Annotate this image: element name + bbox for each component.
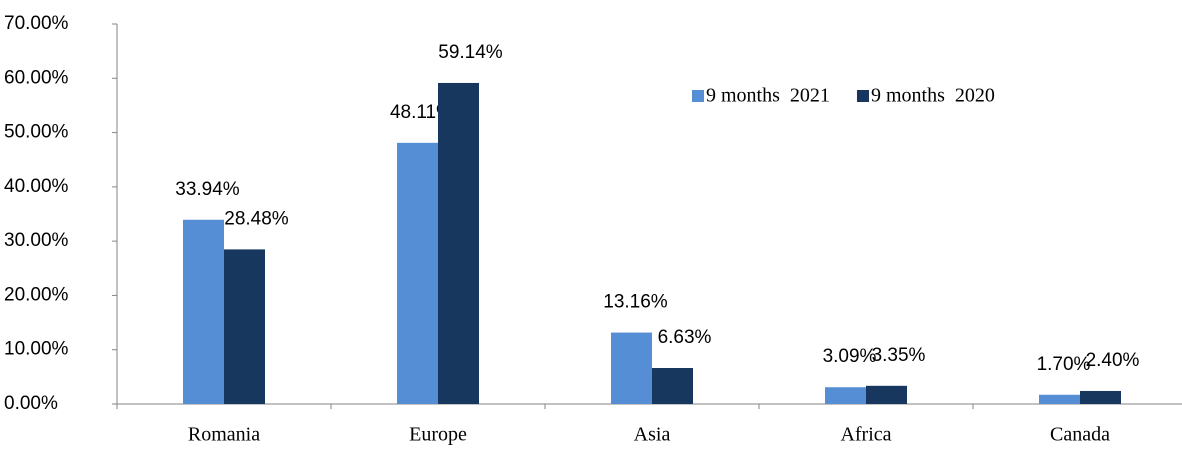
- bar: [397, 142, 438, 404]
- y-tick-label: 0.00%: [4, 393, 58, 414]
- bar: [183, 219, 224, 404]
- y-tick-label: 20.00%: [4, 284, 69, 305]
- legend-swatch: [692, 90, 704, 102]
- data-label: 13.16%: [603, 292, 668, 313]
- data-label: 3.09%: [823, 346, 877, 367]
- data-label: 33.94%: [175, 179, 240, 200]
- data-label: 3.35%: [872, 345, 926, 366]
- data-label: 28.48%: [224, 208, 289, 229]
- x-tick-label: Europe: [409, 424, 467, 446]
- y-tick-label: 50.00%: [4, 122, 69, 143]
- bar: [611, 332, 652, 404]
- x-tick-label: Asia: [634, 424, 671, 446]
- legend-label: 9 months 2021: [706, 85, 830, 107]
- y-tick-label: 30.00%: [4, 230, 69, 251]
- data-label: 59.14%: [438, 42, 503, 63]
- x-tick-label: Romania: [188, 424, 260, 446]
- y-tick-label: 60.00%: [4, 67, 69, 88]
- legend-swatch: [857, 90, 869, 102]
- bar: [1039, 394, 1080, 404]
- x-tick-label: Africa: [840, 424, 891, 446]
- bar: [224, 249, 265, 404]
- bar: [825, 387, 866, 404]
- x-tick-label: Canada: [1050, 424, 1110, 446]
- data-label: 1.70%: [1037, 354, 1091, 375]
- bar: [652, 368, 693, 404]
- y-tick-label: 70.00%: [4, 13, 69, 34]
- data-label: 6.63%: [658, 327, 712, 348]
- y-tick-label: 10.00%: [4, 339, 69, 360]
- data-label: 48.11%: [390, 102, 453, 123]
- y-tick-label: 40.00%: [4, 176, 69, 197]
- legend-label: 9 months 2020: [871, 85, 995, 107]
- bar: [866, 385, 907, 404]
- bar: [438, 82, 479, 404]
- data-label: 2.40%: [1086, 350, 1140, 371]
- bar: [1080, 390, 1121, 404]
